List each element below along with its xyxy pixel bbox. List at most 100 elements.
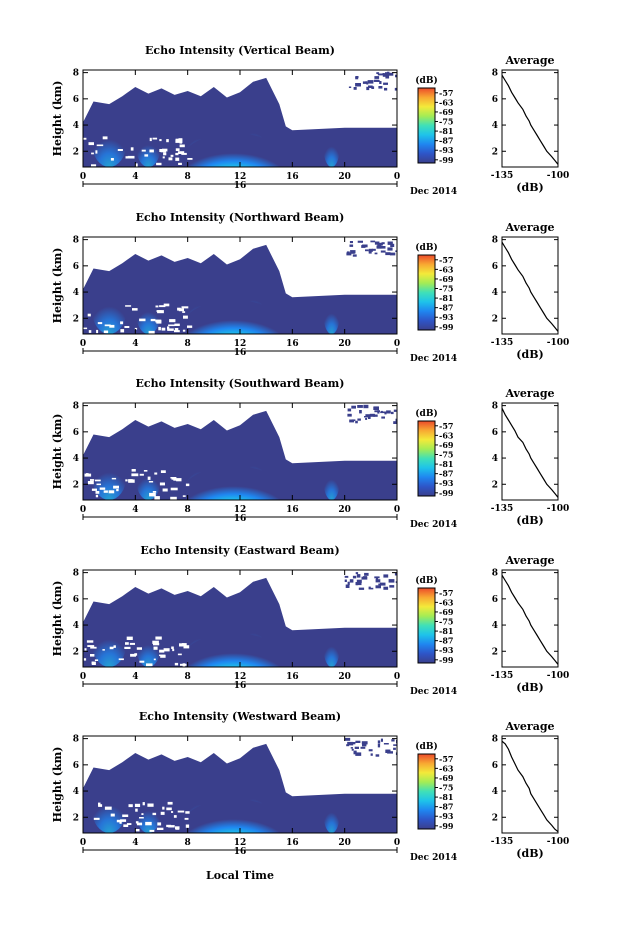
data-gap: [184, 817, 189, 820]
data-gap: [152, 812, 157, 816]
data-gap: [168, 324, 175, 327]
average-profile-line: [501, 574, 559, 665]
data-gap: [160, 654, 166, 658]
x-tick-label: 0: [80, 672, 86, 682]
sparse-echo: [352, 575, 357, 579]
avg-y-tick-label: 4: [492, 454, 498, 464]
colorbar-tick-label: -93: [439, 145, 454, 155]
y-axis-label: Height (km): [51, 414, 64, 490]
data-gap: [161, 327, 166, 331]
data-gap: [154, 496, 160, 500]
data-gap: [160, 150, 166, 153]
data-gap: [110, 813, 115, 817]
sparse-echo: [370, 753, 373, 756]
data-gap: [177, 653, 182, 656]
echo-plume: [136, 130, 161, 167]
data-gap: [84, 473, 92, 477]
y-tick-label: 8: [73, 569, 79, 579]
data-gap: [96, 329, 99, 334]
colorbar-tick-label: -81: [439, 126, 453, 136]
data-gap: [170, 477, 177, 479]
x-tick-label: 16: [286, 339, 299, 349]
sparse-echo: [365, 414, 371, 418]
sparse-echo: [377, 242, 383, 246]
sparse-echo: [353, 87, 357, 90]
x-tick-label: 16: [286, 172, 299, 182]
x-tick-label: 20: [338, 672, 351, 682]
sparse-echo: [374, 252, 378, 255]
avg-x-tick-label: -135: [491, 338, 514, 348]
avg-x-tick-label: -135: [491, 837, 514, 847]
data-gap: [109, 324, 115, 328]
echo-plume: [92, 621, 127, 667]
colorbar-tick-label: -75: [439, 117, 453, 127]
avg-y-tick-label: 8: [492, 402, 498, 412]
y-axis-label: Height (km): [51, 248, 64, 324]
sparse-echo: [384, 87, 388, 91]
data-gap: [97, 322, 103, 325]
heatmap: [83, 71, 397, 167]
colorbar: [417, 420, 436, 497]
sparse-echo: [376, 72, 380, 74]
sparse-echo: [368, 416, 371, 419]
echo-plume: [136, 796, 161, 833]
x-tick-label: 4: [132, 672, 138, 682]
sparse-echo: [373, 80, 380, 82]
data-gap: [153, 643, 160, 646]
sparse-echo: [366, 83, 369, 85]
data-gap: [136, 647, 142, 650]
x-tick-label: 16: [286, 838, 299, 848]
sparse-echo: [374, 76, 380, 79]
sparse-echo: [383, 586, 389, 590]
data-gap: [169, 319, 176, 323]
y-tick-label: 2: [73, 480, 79, 490]
data-gap: [179, 144, 185, 148]
colorbar: [417, 753, 436, 830]
echo-core: [181, 133, 286, 167]
sparse-echo: [374, 410, 380, 413]
sparse-echo: [357, 240, 363, 243]
data-gap: [141, 813, 144, 815]
colorbar-tick-label: -69: [439, 607, 454, 617]
sparse-echo: [345, 584, 350, 588]
sparse-echo: [375, 585, 381, 589]
colorbar-tick-label: -75: [439, 783, 453, 793]
panel-1: Echo Intensity (Vertical Beam) 2 4 6 8 Height…: [51, 44, 569, 197]
colorbar-tick-label: -87: [439, 303, 453, 313]
data-gap: [156, 320, 162, 324]
echo-plume: [92, 288, 127, 334]
data-gap: [175, 152, 179, 156]
data-gap: [181, 152, 187, 155]
sparse-echo: [395, 250, 397, 252]
data-gap: [174, 330, 180, 333]
average-title: Average: [504, 387, 554, 400]
sparse-echo: [391, 411, 394, 415]
sparse-echo: [361, 741, 368, 745]
y-axis-label: Height (km): [51, 81, 64, 157]
data-gap: [84, 648, 87, 651]
data-gap: [166, 139, 169, 143]
sparse-echo: [393, 747, 396, 750]
sparse-echo: [368, 248, 373, 252]
data-gap: [116, 489, 119, 492]
avg-y-tick-label: 8: [492, 569, 498, 579]
data-gap: [139, 660, 145, 663]
data-gap: [177, 151, 185, 154]
heatmap: [83, 737, 397, 833]
data-gap: [181, 306, 189, 309]
sparse-echo: [393, 744, 397, 746]
month-label: Dec 2014: [410, 853, 457, 863]
data-gap: [125, 479, 128, 482]
sparse-echo: [376, 245, 382, 249]
sparse-echo: [386, 71, 390, 76]
data-gap: [120, 329, 125, 333]
average-profile-line: [501, 74, 559, 165]
y-tick-label: 4: [73, 787, 79, 797]
data-gap: [128, 804, 133, 808]
colorbar-tick-label: -63: [439, 763, 454, 773]
sparse-echo: [379, 81, 382, 84]
sparse-echo: [357, 405, 363, 408]
sparse-echo: [388, 579, 395, 583]
sparse-echo: [364, 572, 369, 576]
x-axis-label: Local Time: [206, 869, 274, 882]
